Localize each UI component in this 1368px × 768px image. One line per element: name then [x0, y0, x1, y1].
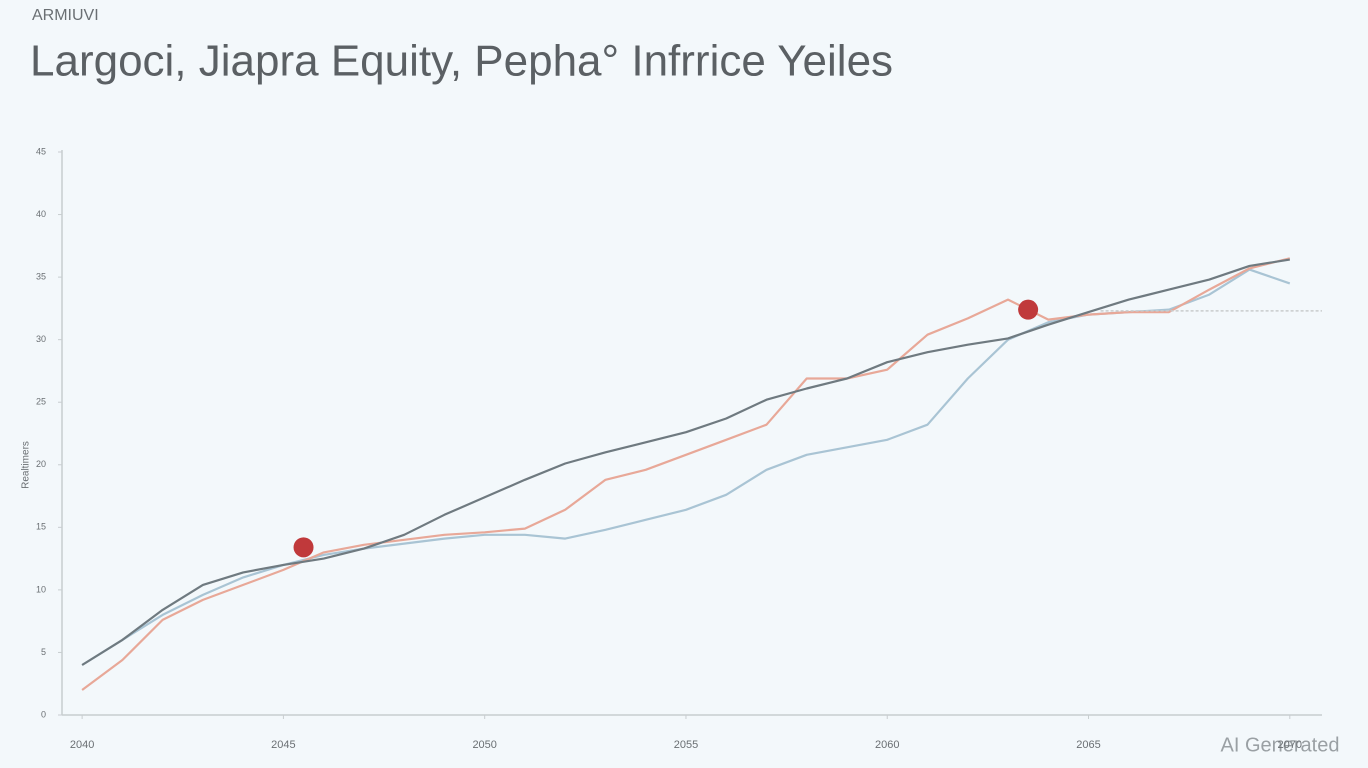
y-tick-label: 40 [36, 209, 46, 219]
x-tick-label: 2065 [1076, 739, 1100, 751]
chart-subtitle: ARMIUVI [32, 7, 99, 24]
x-tick-label: 2070 [1278, 739, 1302, 751]
y-tick-label: 30 [36, 334, 46, 344]
y-tick-label: 35 [36, 271, 46, 281]
x-tick-label: 2055 [674, 739, 698, 751]
x-tick-label: 2040 [70, 739, 94, 751]
highlight-marker [1018, 299, 1039, 320]
y-tick-label: 5 [41, 647, 46, 657]
y-tick-label: 20 [36, 459, 46, 469]
x-tick-label: 2050 [472, 739, 496, 751]
y-tick-label: 10 [36, 584, 46, 594]
y-tick-label: 0 [41, 709, 46, 719]
x-tick-label: 2060 [875, 739, 899, 751]
y-tick-label: 45 [36, 146, 46, 156]
series-line [81, 268, 1291, 666]
series-line [81, 257, 1291, 691]
highlight-marker [293, 537, 314, 558]
y-axis-label: Realtimers [21, 441, 32, 489]
y-tick-label: 25 [36, 397, 46, 407]
x-tick-label: 2045 [271, 739, 295, 751]
chart-title: Largoci, Jiapra Equity, Pepha° Infrrice … [30, 37, 893, 86]
watermark: AI Generated [1221, 734, 1340, 756]
y-tick-label: 15 [36, 522, 46, 532]
series-line [81, 258, 1290, 666]
